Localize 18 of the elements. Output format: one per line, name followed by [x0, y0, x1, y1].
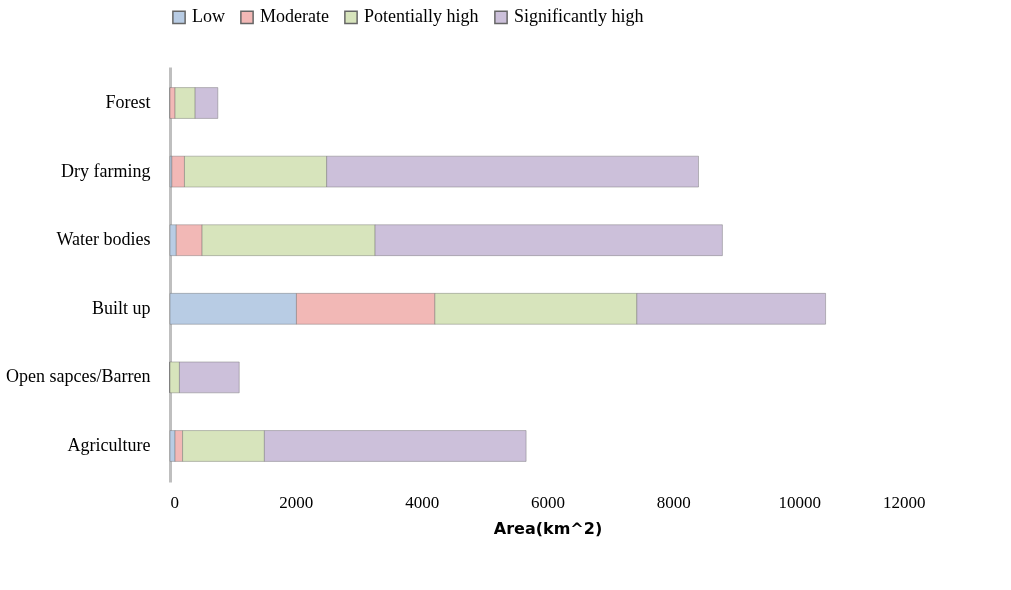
y-tick-label: Agriculture [67, 434, 151, 455]
legend-label: Significantly high [514, 6, 644, 27]
y-tick-label: Open sapces/Barren [6, 366, 151, 387]
legend-label: Potentially high [364, 6, 479, 27]
x-tick-label: 4000 [405, 492, 440, 512]
y-tick-label: Built up [91, 297, 151, 318]
x-axis-title: Area(km^2) [493, 518, 603, 538]
y-tick-label: Forest [105, 92, 151, 113]
x-tick-label: 10000 [778, 492, 821, 512]
x-tick-label: 2000 [279, 492, 314, 512]
x-tick-label: 6000 [531, 492, 565, 512]
x-tick-label: 12000 [883, 492, 926, 512]
legend-label: Low [192, 6, 225, 27]
x-tick-label: 8000 [656, 492, 691, 512]
legend-label: Moderate [260, 6, 329, 27]
y-tick-label: Water bodies [56, 229, 151, 250]
x-tick-label: 0 [170, 492, 179, 512]
y-tick-label: Dry farming [61, 160, 151, 181]
